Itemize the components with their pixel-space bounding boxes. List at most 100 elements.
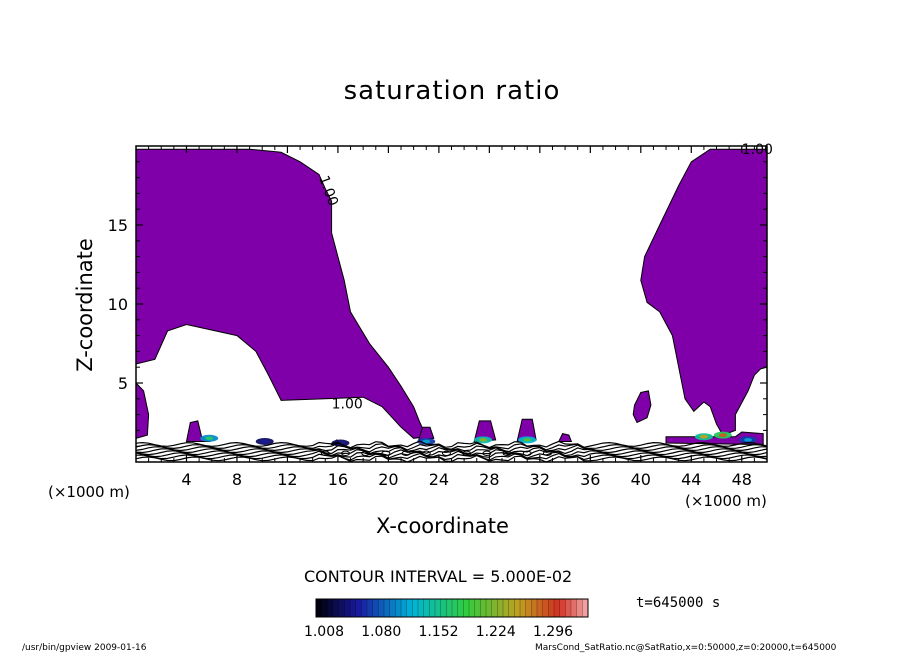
x-tick-label: 8: [232, 470, 242, 489]
colorbar-cell: [361, 599, 368, 617]
saturated-region-right-upper: [640, 148, 768, 436]
hot-spot-core-4: [422, 439, 431, 444]
ground-contour-loop: [361, 450, 371, 457]
x-tick-label: 12: [277, 470, 297, 489]
x-tick-label: 20: [378, 470, 398, 489]
colorbar-cell: [582, 599, 589, 617]
ground-contour-loop: [381, 450, 391, 457]
colorbar-cell: [531, 599, 538, 617]
ground-contour-line-7: [135, 440, 768, 449]
x-unit-label-left: (×1000 m): [48, 483, 130, 501]
colorbar-cell: [350, 599, 356, 617]
chart-title: saturation ratio: [343, 76, 561, 106]
colorbar-cell: [389, 599, 396, 617]
colorbar-cell: [520, 599, 526, 617]
x-axis-label: X-coordinate: [376, 514, 509, 538]
contour-interval-text: CONTOUR INTERVAL = 5.000E-02: [304, 567, 573, 586]
contour-label-2: 1.00: [742, 142, 773, 158]
x-tick-label: 28: [479, 470, 499, 489]
colorbar-cell: [406, 599, 413, 617]
colorbar-cell: [537, 599, 543, 617]
ground-contour-loop: [340, 450, 350, 457]
ground-contour-line-2: [135, 450, 768, 459]
colorbar-tick-label: 1.008: [304, 624, 344, 640]
colorbar-cell: [395, 599, 402, 617]
x-tick-label: 48: [732, 470, 752, 489]
y-axis-label: Z-coordinate: [73, 238, 97, 372]
colorbar-cell: [554, 599, 560, 617]
colorbar-cell: [316, 599, 322, 617]
time-label: t=645000 s: [636, 595, 721, 611]
colorbar-cell: [571, 599, 577, 617]
x-unit-label-right: (×1000 m): [685, 492, 767, 510]
colorbar-cell: [525, 599, 532, 617]
colorbar-cell: [508, 599, 515, 617]
colorbar-tick-label: 1.080: [361, 624, 401, 640]
colorbar-cell: [497, 599, 504, 617]
colorbar-cell: [338, 599, 345, 617]
hot-spot-core-3: [523, 438, 532, 442]
hot-spot-core-6: [718, 433, 727, 437]
x-tick-label: 4: [181, 470, 191, 489]
colorbar-frame: [315, 598, 589, 618]
saturated-region-bump-5: [558, 433, 573, 442]
saturated-region-bump-1: [185, 420, 211, 442]
hot-spot-core-0: [205, 436, 214, 441]
x-tick-label: 36: [580, 470, 600, 489]
colorbar-cell: [474, 599, 481, 617]
x-tick-label: 24: [429, 470, 449, 489]
x-tick-label: 40: [631, 470, 651, 489]
colorbar-cell: [440, 599, 447, 617]
hot-spot-core-2: [479, 438, 488, 442]
ground-contour-line-3: [135, 448, 768, 457]
colorbar-cell: [429, 599, 436, 617]
colorbar-cell: [469, 599, 475, 617]
x-tick-label: 32: [530, 470, 550, 489]
colorbar-cell: [491, 599, 498, 617]
contour-label-1: 1.00: [332, 396, 363, 412]
footer-file-info: MarsCond_SatRatio.nc@SatRatio,x=0:50000,…: [535, 643, 837, 653]
ground-contour-loop: [542, 450, 552, 457]
colorbar-cell: [333, 599, 339, 617]
ground-contour-loop: [462, 450, 472, 457]
colorbar-cell: [412, 599, 419, 617]
colorbar-cell: [435, 599, 441, 617]
colorbar-cell: [514, 599, 521, 617]
ground-contour-loop: [482, 450, 492, 457]
x-tick-label: 44: [681, 470, 701, 489]
colorbar-cell: [321, 599, 328, 617]
colorbar-cell: [565, 599, 572, 617]
colorbar-cell: [372, 599, 379, 617]
colorbar-cell: [452, 599, 458, 617]
colorbar-cell: [327, 599, 334, 617]
colorbar-cell: [548, 599, 555, 617]
colorbar-cell: [367, 599, 373, 617]
colorbar-tick-label: 1.152: [418, 624, 458, 640]
hot-spot-core-1: [260, 439, 269, 444]
colorbar-cell: [457, 599, 464, 617]
colorbar-tick-label: 1.224: [476, 624, 516, 640]
colorbar-cell: [446, 599, 453, 617]
x-tick-label: 16: [328, 470, 348, 489]
ground-contour-loop: [441, 450, 451, 457]
ground-contour-loop: [421, 450, 431, 457]
y-tick-label: 10: [108, 295, 128, 314]
colorbar-cell: [355, 599, 362, 617]
colorbar-cell: [423, 599, 430, 617]
ground-contour-line-5: [135, 444, 768, 453]
saturated-region-left-upper: [135, 148, 428, 439]
colorbar-cell: [542, 599, 549, 617]
colorbar-tick-label: 1.296: [533, 624, 573, 640]
ground-contour-line-6: [135, 442, 768, 451]
colorbar-cell: [486, 599, 492, 617]
footer-program-info: /usr/bin/gpview 2009-01-16: [22, 643, 147, 653]
colorbar-cell: [576, 599, 583, 617]
colorbar-cell: [463, 599, 470, 617]
ground-contour-loop: [320, 450, 330, 457]
hot-spot-core-5: [699, 434, 708, 439]
colorbar-cell: [378, 599, 385, 617]
y-tick-label: 15: [108, 216, 128, 235]
colorbar-cell: [401, 599, 407, 617]
colorbar-cell: [384, 599, 390, 617]
colorbar-cell: [503, 599, 509, 617]
